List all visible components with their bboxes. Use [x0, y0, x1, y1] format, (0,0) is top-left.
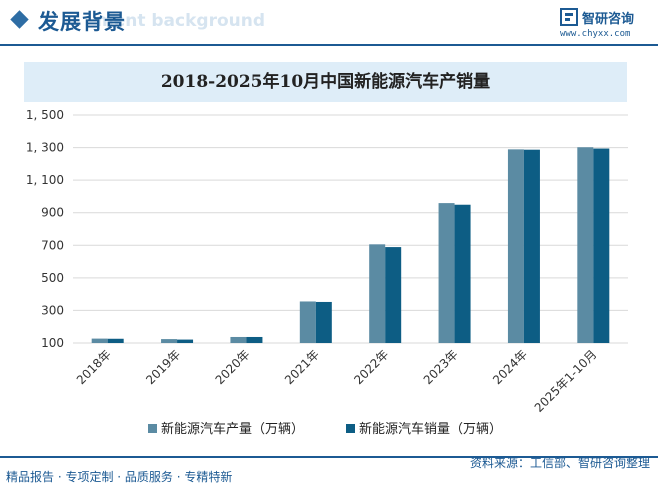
legend-swatch: [346, 424, 355, 433]
bar-sales: [107, 338, 124, 343]
x-tick-label: 2021年: [282, 347, 322, 387]
bar-sales: [177, 339, 194, 343]
x-tick-label: 2022年: [351, 347, 391, 387]
chart-title: 2018-2025年10月中国新能源汽车产销量: [160, 72, 491, 92]
y-tick-label: 900: [41, 206, 64, 220]
y-tick-label: 700: [41, 238, 64, 252]
x-tick-label: 2024年: [490, 347, 530, 387]
brand-logo-icon: [560, 8, 578, 26]
x-tick-label: 2019年: [143, 347, 183, 387]
x-tick-label: 2023年: [421, 347, 461, 387]
footer-tagline: 精品报告 · 专项定制 · 品质服务 · 专精特新: [6, 470, 233, 484]
footer-divider: [0, 456, 658, 458]
bar-sales: [523, 149, 540, 343]
bar-production: [161, 339, 178, 343]
source-note: 资料来源：工信部、智研咨询整理: [469, 456, 650, 470]
x-tick-label: 2020年: [213, 347, 253, 387]
y-tick-label: 1, 300: [26, 141, 64, 155]
bar-sales: [246, 336, 263, 343]
bar-production: [369, 244, 386, 343]
header-background-text: ment background: [96, 11, 266, 31]
brand-name: 智研咨询: [582, 12, 635, 27]
bar-production: [299, 301, 316, 343]
y-tick-label: 100: [41, 336, 64, 350]
y-tick-label: 1, 100: [26, 173, 64, 187]
page-header: ment background 发展背景 智研咨询 www.chyxx.com: [0, 0, 658, 46]
bar-production: [577, 147, 594, 343]
section-title: 发展背景: [38, 10, 126, 34]
diamond-icon: [10, 10, 29, 29]
chart-title-box: [24, 62, 627, 102]
bar-production: [438, 203, 455, 343]
legend-label: 新能源汽车产量（万辆）: [161, 421, 304, 437]
header-divider: [0, 44, 658, 46]
bar-production: [507, 149, 524, 343]
brand-url: www.chyxx.com: [560, 29, 631, 39]
x-tick-label: 2018年: [74, 347, 114, 387]
bar-sales: [593, 148, 610, 343]
legend-label: 新能源汽车销量（万辆）: [359, 421, 502, 437]
y-tick-label: 500: [41, 271, 64, 285]
y-tick-label: 300: [41, 303, 64, 317]
bar-production: [230, 336, 247, 343]
bar-production: [91, 338, 108, 343]
bar-sales: [454, 204, 471, 343]
bar-sales: [315, 301, 332, 343]
legend-swatch: [148, 424, 157, 433]
bar-sales: [385, 247, 402, 343]
y-tick-label: 1, 500: [26, 108, 64, 122]
x-tick-label: 2025年1-10月: [532, 347, 600, 415]
bar-chart: 1, 500 1, 300 1, 100 900 700 500 300 100 2018年 20…: [26, 108, 628, 437]
